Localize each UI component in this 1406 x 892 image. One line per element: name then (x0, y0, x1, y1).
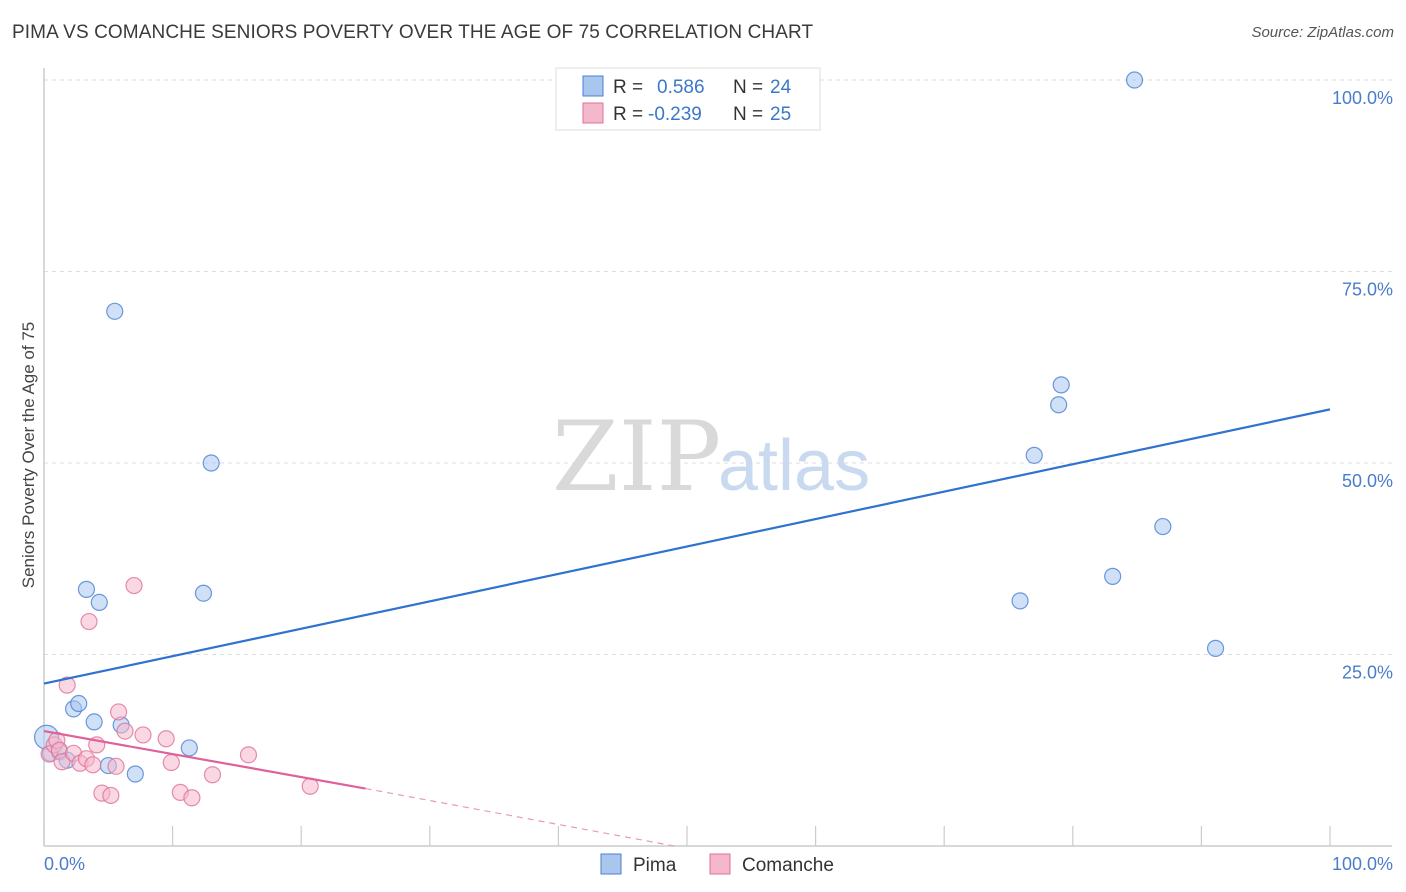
comanche-point-19 (157, 730, 175, 748)
pima-point-13 (180, 739, 198, 757)
comanche-point-9 (80, 612, 98, 631)
bottom-legend-swatch-comanche (709, 853, 731, 875)
pima-trend-line (43, 408, 1331, 685)
y-tick-label-0: 25.0% (1342, 663, 1393, 683)
pima-point-7 (85, 713, 103, 731)
x-ticks (43, 826, 1331, 846)
pima-point-5 (70, 694, 88, 713)
comanche-point-24 (239, 746, 258, 764)
pima-point-17 (1025, 446, 1043, 464)
y-tick-label-1: 50.0% (1342, 471, 1393, 491)
legend-swatch-pima (582, 75, 604, 97)
bottom-legend-label-comanche: Comanche (742, 855, 834, 876)
y-tick-label-2: 75.0% (1342, 280, 1393, 300)
comanche-trend-line (43, 730, 366, 790)
x-tick-label-max: 100.0% (1332, 854, 1393, 874)
y-axis-label: Seniors Poverty Over the Age of 75 (19, 322, 38, 588)
comanche-point-20 (162, 753, 180, 772)
comanche-point-5 (58, 676, 76, 694)
bottom-legend-label-pima: Pima (633, 855, 677, 876)
pima-point-12 (126, 765, 144, 783)
gridlines (44, 79, 1392, 655)
pima-point-19 (1052, 376, 1070, 394)
legend-n-value-comanche: 25 (770, 104, 791, 125)
pima-point-16 (1011, 592, 1029, 610)
comanche-point-13 (102, 786, 120, 805)
legend-n-value-pima: 24 (770, 77, 792, 98)
watermark-zip: ZIP (552, 401, 721, 513)
comanche-point-10 (84, 756, 102, 774)
legend-swatch-comanche (582, 102, 604, 124)
y-tick-labels: 25.0% 50.0% 75.0% 100.0% (1332, 88, 1393, 683)
pima-point-6 (77, 580, 96, 598)
chart-title: PIMA VS COMANCHE SENIORS POVERTY OVER TH… (12, 22, 814, 43)
legend-r-value-pima: 0.586 (657, 77, 705, 98)
legend-n-label-pima: N = (733, 77, 763, 98)
comanche-point-15 (109, 703, 128, 721)
legend-r-value-comanche: -0.239 (648, 104, 702, 125)
comanche-point-23 (203, 766, 222, 784)
pima-point-20 (1104, 567, 1122, 585)
data-points (33, 71, 1225, 807)
source-label: Source: ZipAtlas.com (1251, 24, 1394, 41)
pima-point-23 (1206, 639, 1225, 657)
comanche-point-14 (107, 757, 125, 775)
watermark-atlas: atlas (718, 426, 870, 506)
comanche-point-18 (134, 726, 152, 744)
pima-point-18 (1050, 396, 1068, 414)
pima-point-10 (106, 302, 124, 320)
legend-n-label-comanche: N = (733, 104, 763, 125)
pima-point-8 (90, 593, 108, 612)
pima-point-15 (202, 454, 220, 472)
comanche-point-4 (53, 753, 71, 771)
legend-r-label-comanche: R = (613, 104, 643, 125)
comanche-point-16 (116, 722, 134, 740)
comanche-trend-line-extended (365, 787, 675, 847)
comanche-point-22 (183, 789, 201, 807)
legend-box: R = 0.586 N = 24 R = -0.239 N = 25 (555, 67, 821, 131)
comanche-point-17 (125, 576, 143, 595)
y-tick-label-3: 100.0% (1332, 88, 1393, 108)
legend-r-label-pima: R = (613, 77, 643, 98)
bottom-legend-swatch-pima (600, 853, 622, 875)
trend-lines (43, 408, 1331, 847)
x-tick-label-min: 0.0% (44, 854, 85, 874)
bottom-legend: Pima Comanche (600, 853, 834, 876)
pima-point-14 (194, 584, 213, 602)
pima-point-21 (1125, 71, 1144, 89)
pima-point-22 (1154, 517, 1172, 536)
